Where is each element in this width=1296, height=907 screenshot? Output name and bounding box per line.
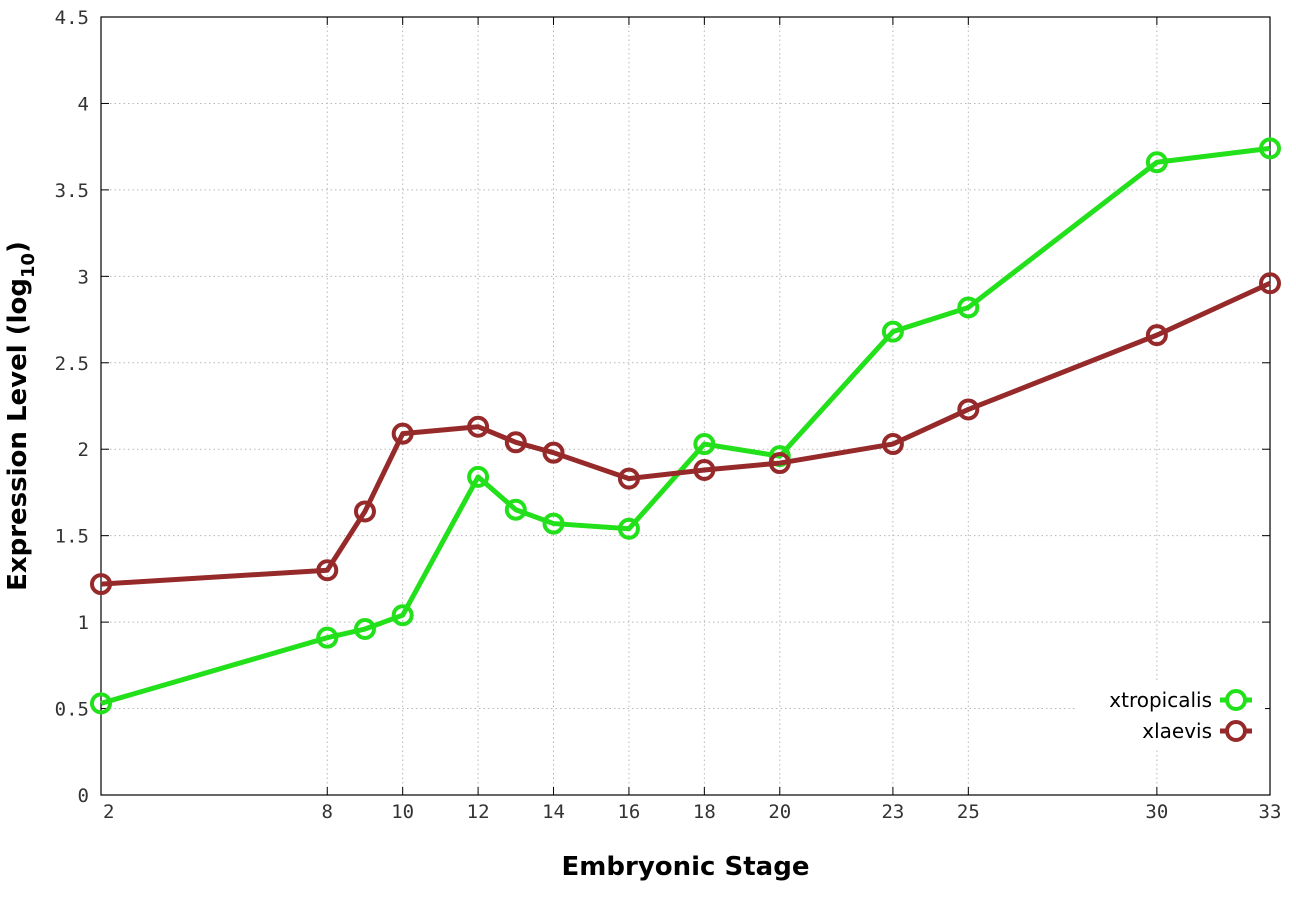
data-point-xtropicalis [1259,137,1281,160]
data-point-xtropicalis [391,604,414,627]
x-tick-label: 25 [957,801,980,823]
y-axis-title-subscript: 10 [18,253,39,278]
data-point-xlaevis [957,398,980,421]
data-point-xtropicalis [504,498,527,521]
axis-ticks: 2 8 10 12 14 16 18 20 23 25 30 33 0 0.5 1 1.5 2 2.5 3 3.5 4 4… [55,7,1282,823]
y-tick-label: 2.5 [55,353,89,375]
data-point-xlaevis [693,458,716,481]
y-tick-label: 0.5 [55,699,89,721]
data-point-xlaevis [90,573,112,596]
y-tick-label: 4 [78,93,89,115]
y-tick-label: 2 [78,439,89,461]
legend-item-xlaevis: xlaevis [1142,719,1252,743]
data-point-xlaevis [504,431,527,454]
y-tick-label: 3 [78,266,89,288]
x-tick-label: 20 [768,801,791,823]
data-point-xlaevis [391,422,414,445]
y-tick-label: 0 [78,785,89,807]
data-point-xlaevis [768,452,791,475]
data-point-xtropicalis [881,320,904,343]
x-tick-label: 30 [1145,801,1168,823]
series-group [90,137,1281,715]
legend-marker [1225,689,1247,711]
data-point-xtropicalis [353,618,376,641]
x-tick-label: 23 [881,801,904,823]
series-xlaevis [90,272,1281,596]
data-point-xtropicalis [467,465,490,488]
x-tick-label: 14 [542,801,565,823]
data-point-xlaevis [1259,272,1281,295]
y-tick-label: 3.5 [55,180,89,202]
series-line-xlaevis [100,280,1272,587]
y-axis-title-main: Expression Level (log [3,278,33,591]
data-point-xtropicalis [90,692,112,715]
data-point-xlaevis [881,433,904,456]
legend-marker [1225,720,1247,742]
data-point-xtropicalis [617,517,640,540]
y-tick-label: 1 [78,612,89,634]
x-tick-label: 16 [617,801,640,823]
series-line-xtropicalis [100,145,1271,706]
data-point-xlaevis [353,500,376,523]
legend-item-xtropicalis: xtropicalis [1109,688,1252,712]
legend: xtropicalis xlaevis [1075,680,1265,748]
data-point-xlaevis [467,415,490,438]
x-tick-label: 33 [1259,801,1282,823]
legend-label: xtropicalis [1109,688,1212,712]
x-axis-title: Embryonic Stage [562,852,810,882]
data-point-xlaevis [1145,324,1168,347]
data-point-xtropicalis [542,512,565,535]
x-tick-label: 18 [693,801,716,823]
data-point-xlaevis [617,467,640,490]
y-tick-label: 1.5 [55,526,89,548]
legend-label: xlaevis [1142,719,1212,743]
data-point-xtropicalis [693,433,716,456]
series-xtropicalis [90,137,1281,715]
x-tick-label: 10 [391,801,414,823]
data-point-xlaevis [542,441,565,464]
data-point-xtropicalis [316,626,339,649]
y-axis-title: Expression Level (log10) [3,241,39,591]
data-point-xtropicalis [1145,151,1168,174]
y-axis-title-close: ) [3,241,33,253]
data-point-xtropicalis [957,296,980,319]
data-point-xlaevis [316,559,339,582]
plot-frame [100,16,1271,796]
grid-lines [101,17,1270,795]
x-tick-label: 8 [322,801,333,823]
y-tick-label: 4.5 [55,7,89,29]
x-tick-label: 12 [467,801,490,823]
x-tick-label: 2 [103,801,114,823]
